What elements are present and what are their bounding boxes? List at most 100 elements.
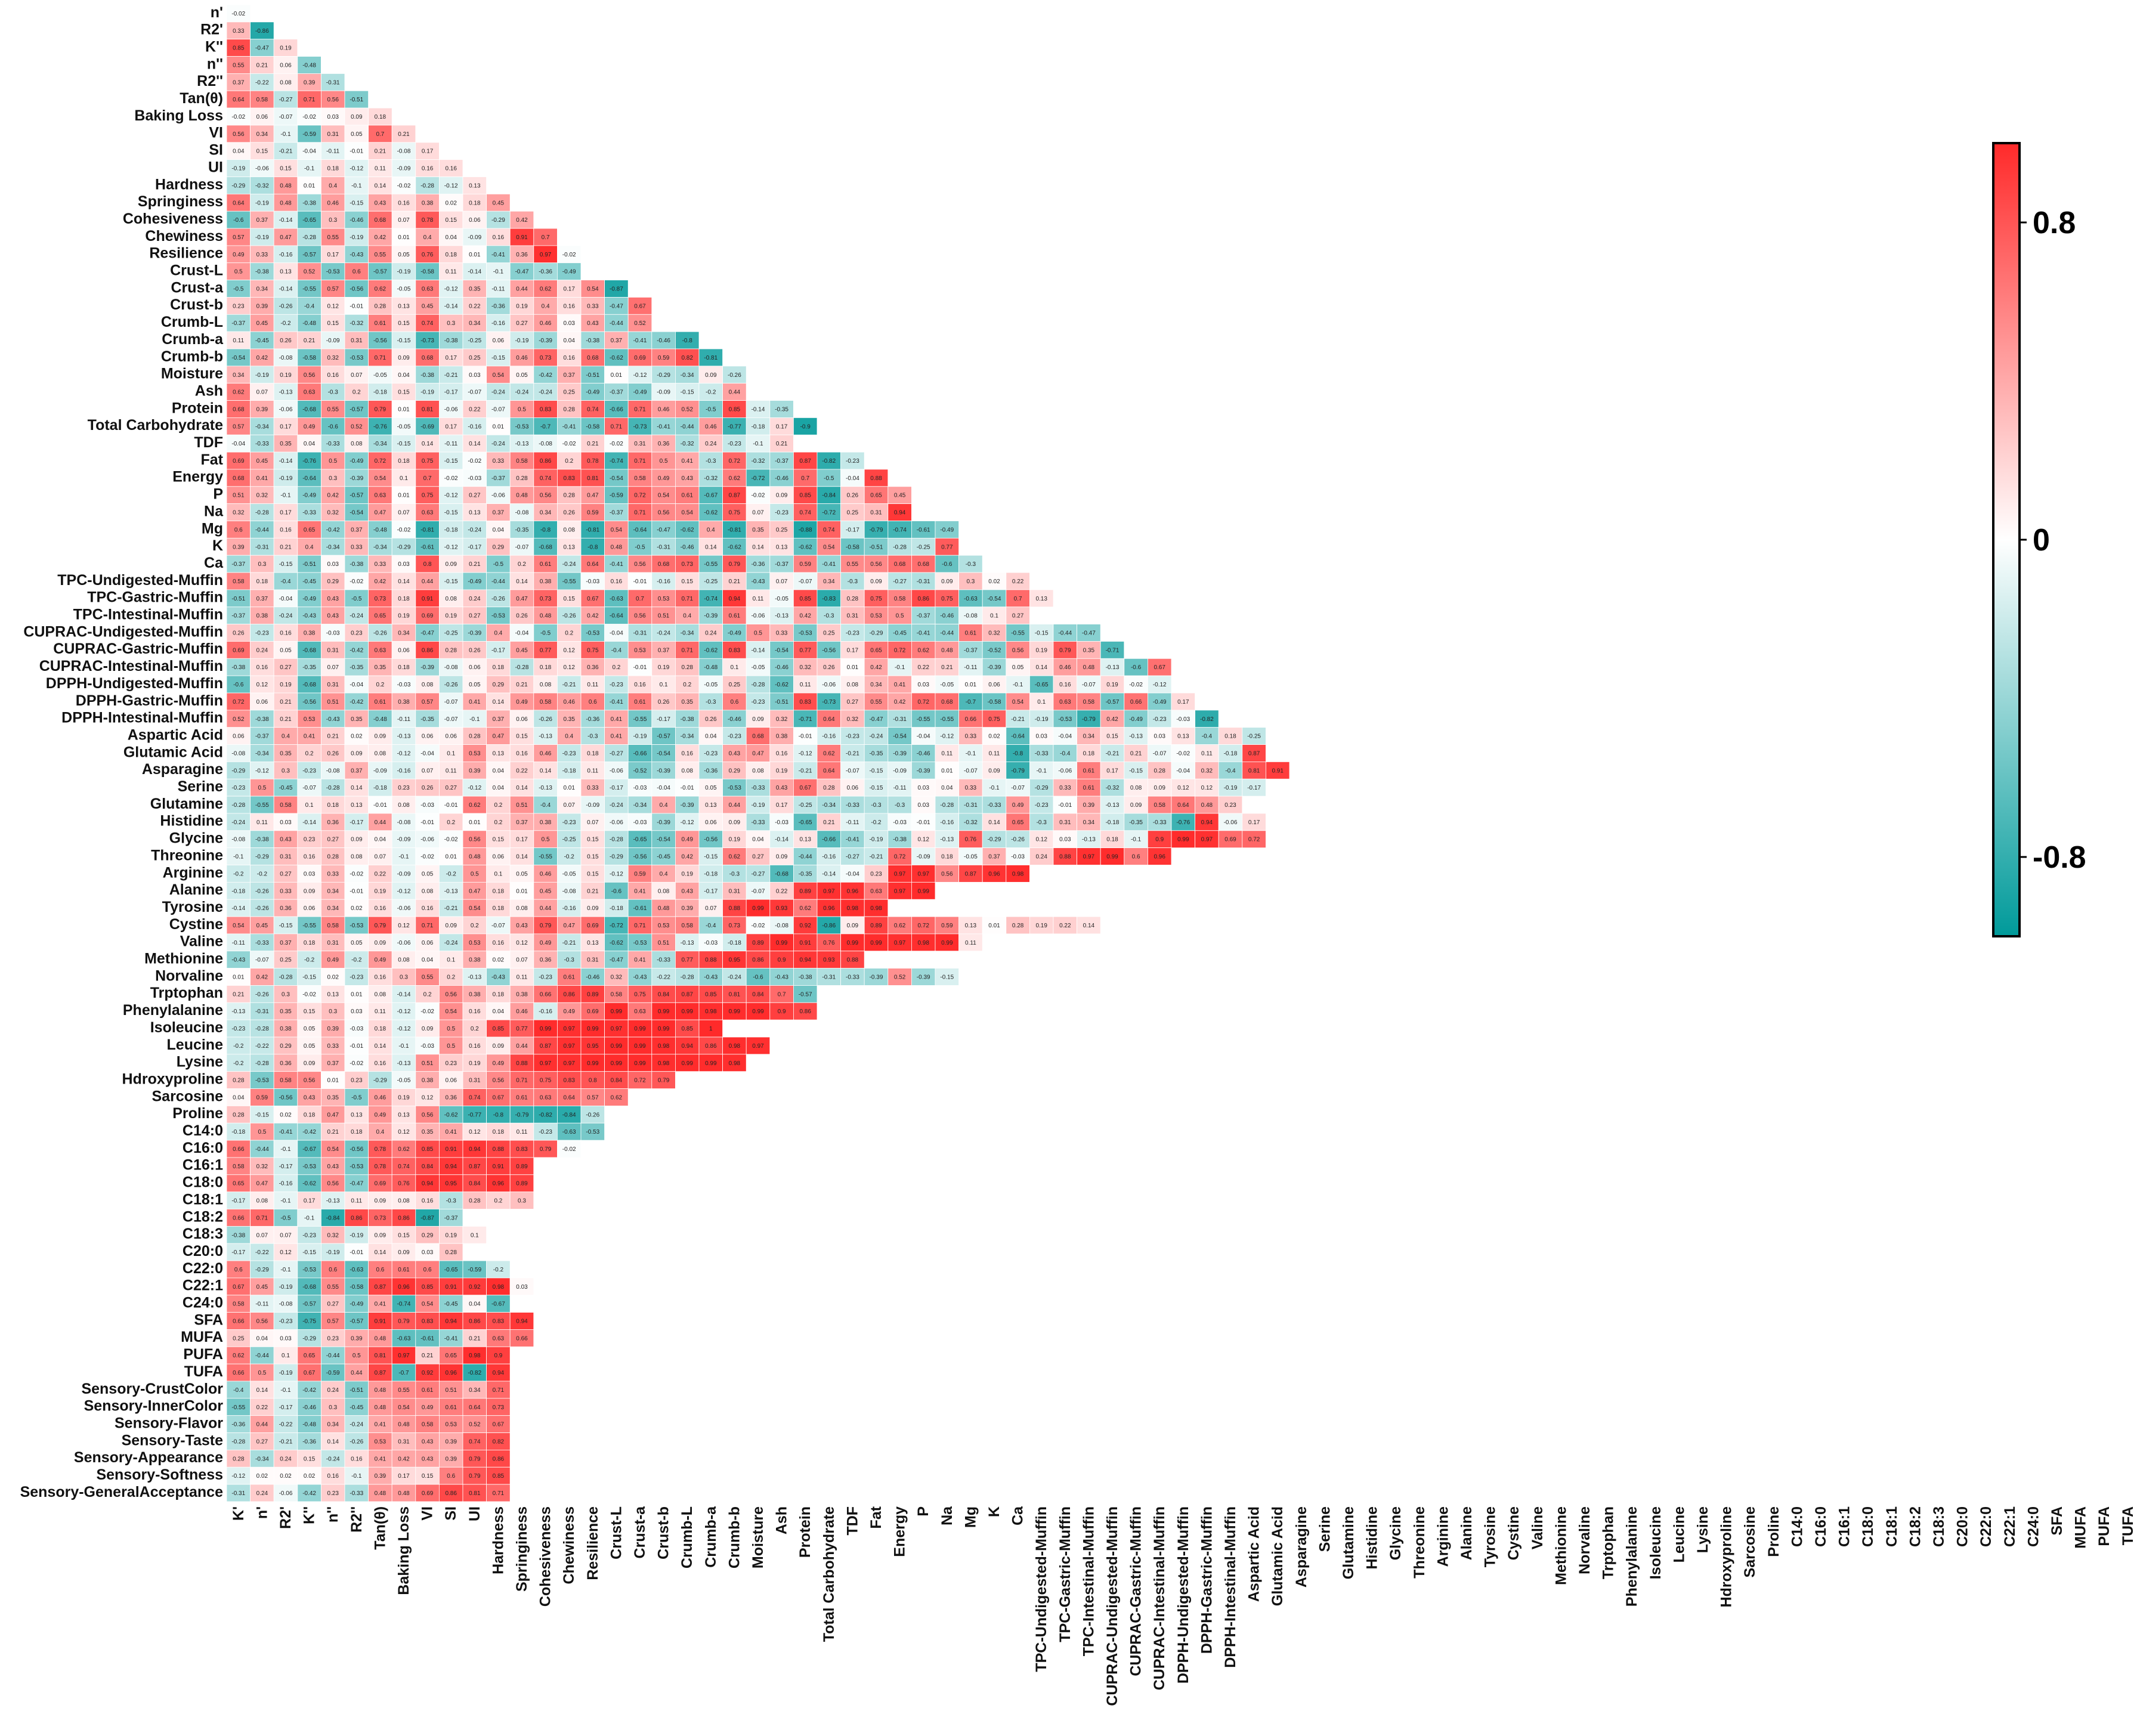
cell-value-label: -0.13 xyxy=(397,1060,411,1067)
cell-value-label: -0.57 xyxy=(657,734,670,740)
cell-value-label: -0.42 xyxy=(302,1490,316,1497)
cell-value-label: 0.18 xyxy=(304,1112,316,1118)
cell-value-label: 0.92 xyxy=(799,923,811,929)
cell-value-label: -0.24 xyxy=(444,940,458,946)
heatmap-cell xyxy=(840,710,865,728)
heatmap-cell xyxy=(580,503,605,521)
row-label: C18:0 xyxy=(183,1174,223,1191)
cell-value-label: 0.04 xyxy=(752,837,764,843)
cell-value-label: 0.02 xyxy=(493,957,505,964)
cell-value-label: 0.3 xyxy=(518,1198,526,1205)
cell-value-label: -0.12 xyxy=(610,871,623,877)
row-label: DPPH-Undigested-Muffin xyxy=(46,675,223,692)
cell-value-label: -0.51 xyxy=(870,544,883,550)
cell-value-label: -0.15 xyxy=(302,1249,316,1256)
cell-value-label: -0.68 xyxy=(775,871,788,877)
cell-value-label: -0.39 xyxy=(468,630,481,637)
cell-value-label: -0.46 xyxy=(350,217,363,224)
cell-value-label: 0.29 xyxy=(280,1043,292,1050)
cell-value-label: 0.34 xyxy=(469,1387,481,1394)
cell-value-label: 0.77 xyxy=(681,957,693,964)
cell-value-label: -0.15 xyxy=(397,338,411,344)
cell-value-label: 0.88 xyxy=(493,1146,505,1153)
cell-value-label: -0.55 xyxy=(704,561,718,568)
cell-value-label: 0.28 xyxy=(516,475,528,482)
cell-value-label: -0.03 xyxy=(633,785,647,791)
cell-value-label: -0.02 xyxy=(302,991,316,998)
cell-value-label: -0.16 xyxy=(822,854,836,861)
cell-value-label: 0.42 xyxy=(681,854,693,861)
cell-value-label: 0.49 xyxy=(540,940,552,946)
heatmap-cell xyxy=(1100,744,1125,762)
cell-value-label: 0.09 xyxy=(398,355,410,361)
row-label: C20:0 xyxy=(183,1243,223,1260)
cell-value-label: -0.03 xyxy=(350,1026,363,1032)
heatmap-cell xyxy=(627,400,652,418)
heatmap-cell xyxy=(486,280,511,298)
cell-value-label: -0.02 xyxy=(752,923,765,929)
cell-value-label: 0.55 xyxy=(847,561,859,568)
cell-value-label: 0.81 xyxy=(587,475,599,482)
cell-value-label: 0.71 xyxy=(681,647,693,654)
cell-value-label: 0.18 xyxy=(398,458,410,465)
row-label: C18:3 xyxy=(183,1226,223,1242)
column-label: UI xyxy=(466,1506,483,1521)
cell-value-label: 0.54 xyxy=(681,510,693,516)
cell-value-label: 0.43 xyxy=(681,888,693,895)
cell-value-label: 0.3 xyxy=(329,1404,337,1411)
cell-value-label: 0.06 xyxy=(304,905,316,912)
cell-value-label: -0.39 xyxy=(893,750,907,757)
cell-value-label: -0.31 xyxy=(917,578,930,585)
cell-value-label: 0.09 xyxy=(351,114,363,120)
cell-value-label: -0.29 xyxy=(231,182,245,189)
cell-value-label: 0.21 xyxy=(729,578,741,585)
heatmap-cell xyxy=(391,469,416,487)
cell-value-label: 0.37 xyxy=(233,79,245,86)
cell-value-label: 0.27 xyxy=(752,854,764,861)
heatmap-cell xyxy=(415,744,440,762)
cell-value-label: 0.38 xyxy=(256,613,268,620)
heatmap-cell xyxy=(675,658,700,676)
cell-value-label: 0.09 xyxy=(351,837,363,843)
heatmap-cell xyxy=(1053,710,1077,728)
cell-value-label: 0.75 xyxy=(422,458,434,465)
cell-value-label: 0.41 xyxy=(375,1456,386,1462)
heatmap-cell xyxy=(651,486,676,505)
heatmap-cell xyxy=(793,658,818,676)
cell-value-label: 0.02 xyxy=(351,905,363,912)
cell-value-label: 0.73 xyxy=(729,923,741,929)
cell-value-label: -0.44 xyxy=(255,1146,269,1153)
heatmap-cell xyxy=(391,537,416,556)
cell-value-label: -0.21 xyxy=(444,905,458,912)
cell-value-label: -0.65 xyxy=(799,819,812,826)
cell-value-label: -0.54 xyxy=(657,750,670,757)
cell-value-label: 0.52 xyxy=(351,423,363,430)
cell-value-label: -0.18 xyxy=(231,1129,245,1135)
column-label: Crumb-b xyxy=(726,1506,743,1568)
heatmap-cell xyxy=(250,159,274,177)
cell-value-label: 0.18 xyxy=(493,664,505,671)
cell-value-label: -0.55 xyxy=(302,286,316,293)
heatmap-cell xyxy=(887,606,912,625)
heatmap-cell xyxy=(557,400,582,418)
cell-value-label: 0.98 xyxy=(729,1043,741,1050)
cell-value-label: 0.99 xyxy=(752,1008,764,1015)
heatmap-cell xyxy=(722,486,747,505)
row-label: Sensory-Softness xyxy=(96,1466,223,1483)
heatmap-cell xyxy=(840,469,865,487)
cell-value-label: 0.29 xyxy=(422,1232,434,1239)
cell-value-label: 0.61 xyxy=(965,630,977,637)
row-label: Sensory-Taste xyxy=(122,1432,224,1449)
cell-value-label: 0.05 xyxy=(398,252,410,258)
cell-value-label: -0.1 xyxy=(469,716,480,723)
cell-value-label: 0.09 xyxy=(493,1043,505,1050)
cell-value-label: 0.43 xyxy=(422,1438,434,1445)
cell-value-label: -0.3 xyxy=(587,734,598,740)
cell-value-label: 0.39 xyxy=(256,303,268,310)
heatmap-cell xyxy=(321,589,345,608)
cell-value-label: 0.99 xyxy=(634,1043,646,1050)
cell-value-label: 0.16 xyxy=(634,682,646,688)
cell-value-label: -0.26 xyxy=(255,905,269,912)
heatmap-cell xyxy=(935,572,959,590)
cell-value-label: 0.23 xyxy=(445,1060,457,1067)
